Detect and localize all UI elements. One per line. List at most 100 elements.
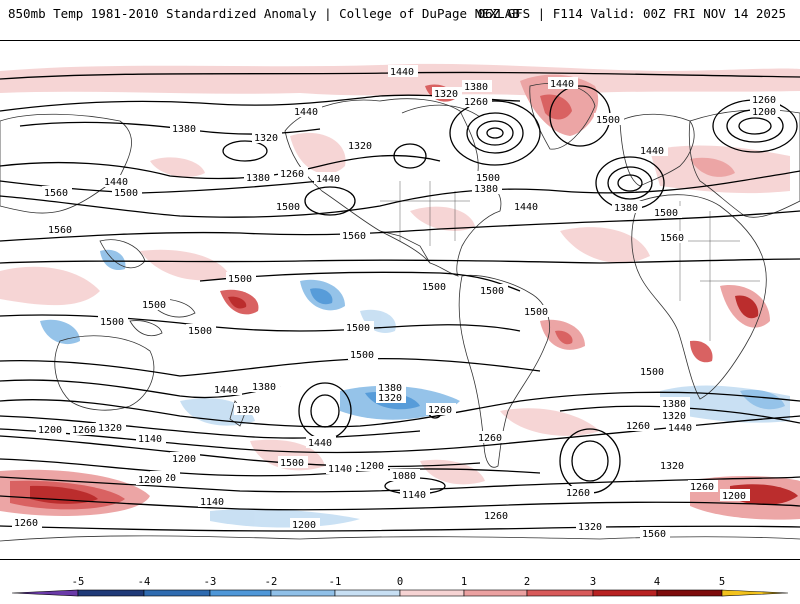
colorbar-tick-label: -2 (265, 576, 278, 588)
contour-label: 1440 (550, 79, 574, 90)
contour-label: 1560 (642, 529, 666, 540)
contour-label: 1440 (514, 202, 538, 213)
contour-label: 1260 (626, 421, 650, 432)
map-title: 850mb Temp 1981-2010 Standardized Anomal… (8, 6, 520, 21)
contour-label: 1500 (276, 202, 300, 213)
contour-label: 1500 (640, 367, 664, 378)
colorbar-tick-label: -3 (204, 576, 217, 588)
contour-label: 1260 (752, 95, 776, 106)
contour-label: 1500 (350, 350, 374, 361)
colorbar-tick-label: -5 (72, 576, 85, 588)
contour-label: 1500 (142, 300, 166, 311)
contour-labels: 1440 1380 1320 1260 1440 1500 1440 1380 … (12, 65, 780, 540)
contour-label: 1200 (38, 425, 62, 436)
contour-label: 1080 (392, 471, 416, 482)
contour-label: 1440 (308, 438, 332, 449)
contour-label: 1500 (654, 208, 678, 219)
contour-label: 1380 (252, 382, 276, 393)
colorbar: -5 -4 -3 -2 -1 0 1 2 3 4 5 (0, 560, 800, 600)
contour-label: 1380 (378, 383, 402, 394)
contour-label: 1500 (114, 188, 138, 199)
contour-label: 1500 (280, 458, 304, 469)
colorbar-swatch-p3 (526, 589, 594, 597)
contour-label: 1320 (254, 133, 278, 144)
contour-label: 1320 (662, 411, 686, 422)
contour-label: 1260 (14, 518, 38, 529)
colorbar-extreme-low (11, 589, 79, 597)
colorbar-swatch-p2 (463, 589, 528, 597)
contour-label: 1260 (566, 488, 590, 499)
contour-label: 1200 (172, 454, 196, 465)
model-run-info: 06Z GFS | F114 Valid: 00Z FRI NOV 14 202… (477, 6, 786, 21)
contour-label: 1140 (402, 490, 426, 501)
contour-label: 1380 (464, 82, 488, 93)
contour-label: 1500 (480, 286, 504, 297)
colorbar-swatch-p4 (592, 589, 658, 597)
contour-label: 1320 (236, 405, 260, 416)
contour-label: 1200 (292, 520, 316, 531)
map-panel: 1440 1380 1320 1260 1440 1500 1440 1380 … (0, 40, 800, 560)
contour-label: 1260 (478, 433, 502, 444)
contour-label: 1500 (346, 323, 370, 334)
contour-label: 1200 (722, 491, 746, 502)
contour-label: 1500 (596, 115, 620, 126)
colorbar-tick-label: 2 (524, 576, 530, 588)
contour-label: 1380 (474, 184, 498, 195)
contour-label: 1320 (660, 461, 684, 472)
contour-label: 1380 (614, 203, 638, 214)
colorbar-tick-label: -1 (329, 576, 342, 588)
contour-label: 1440 (214, 385, 238, 396)
colorbar-swatch-p1 (399, 589, 465, 597)
contour-label: 1260 (484, 511, 508, 522)
colorbar-svg: -5 -4 -3 -2 -1 0 1 2 3 4 5 (11, 576, 789, 597)
colorbar-swatch-p5 (656, 589, 723, 597)
contour-label: 1320 (98, 423, 122, 434)
contour-label: 1560 (342, 231, 366, 242)
contour-label: 1440 (316, 174, 340, 185)
contour-label: 1380 (246, 173, 270, 184)
contour-label: 1200 (752, 107, 776, 118)
contour-label: 1500 (476, 173, 500, 184)
contour-label: 1560 (660, 233, 684, 244)
colorbar-tick-label: 3 (590, 576, 596, 588)
contour-label: 1260 (72, 425, 96, 436)
contour-label: 1260 (464, 97, 488, 108)
contour-label: 1500 (524, 307, 548, 318)
contour-label: 1200 (138, 475, 162, 486)
contour-label: 1500 (100, 317, 124, 328)
colorbar-tick-label: 0 (397, 576, 403, 588)
colorbar-swatch-n3 (209, 589, 272, 597)
colorbar-tick-label: 1 (461, 576, 467, 588)
contour-label: 1560 (44, 188, 68, 199)
contour-label: 1140 (138, 434, 162, 445)
contour-label: 1440 (390, 67, 414, 78)
colorbar-swatch-n4 (143, 589, 211, 597)
contour-label: 1500 (228, 274, 252, 285)
contour-label: 1500 (422, 282, 446, 293)
contour-label: 1140 (328, 464, 352, 475)
contour-label: 1500 (188, 326, 212, 337)
contour-label: 1320 (578, 522, 602, 533)
contour-label: 1320 (434, 89, 458, 100)
contour-label: 1260 (428, 405, 452, 416)
contour-label: 1560 (48, 225, 72, 236)
colorbar-extreme-high (721, 589, 789, 597)
contour-label: 1200 (360, 461, 384, 472)
colorbar-tick-label: 5 (719, 576, 725, 588)
contour-label: 1260 (690, 482, 714, 493)
contour-label: 1440 (294, 107, 318, 118)
contour-label: 1140 (200, 497, 224, 508)
contour-label: 1380 (172, 124, 196, 135)
contour-label: 1260 (280, 169, 304, 180)
colorbar-swatch-n2 (270, 589, 336, 597)
colorbar-swatch-n1 (334, 589, 401, 597)
colorbar-tick-label: 4 (654, 576, 660, 588)
contour-label: 1380 (662, 399, 686, 410)
contour-label: 1440 (668, 423, 692, 434)
colorbar-tick-label: -4 (138, 576, 151, 588)
map-svg: 1440 1380 1320 1260 1440 1500 1440 1380 … (0, 41, 800, 559)
contour-label: 1320 (348, 141, 372, 152)
contour-label: 1440 (640, 146, 664, 157)
contour-label: 1440 (104, 177, 128, 188)
contour-label: 1320 (378, 393, 402, 404)
